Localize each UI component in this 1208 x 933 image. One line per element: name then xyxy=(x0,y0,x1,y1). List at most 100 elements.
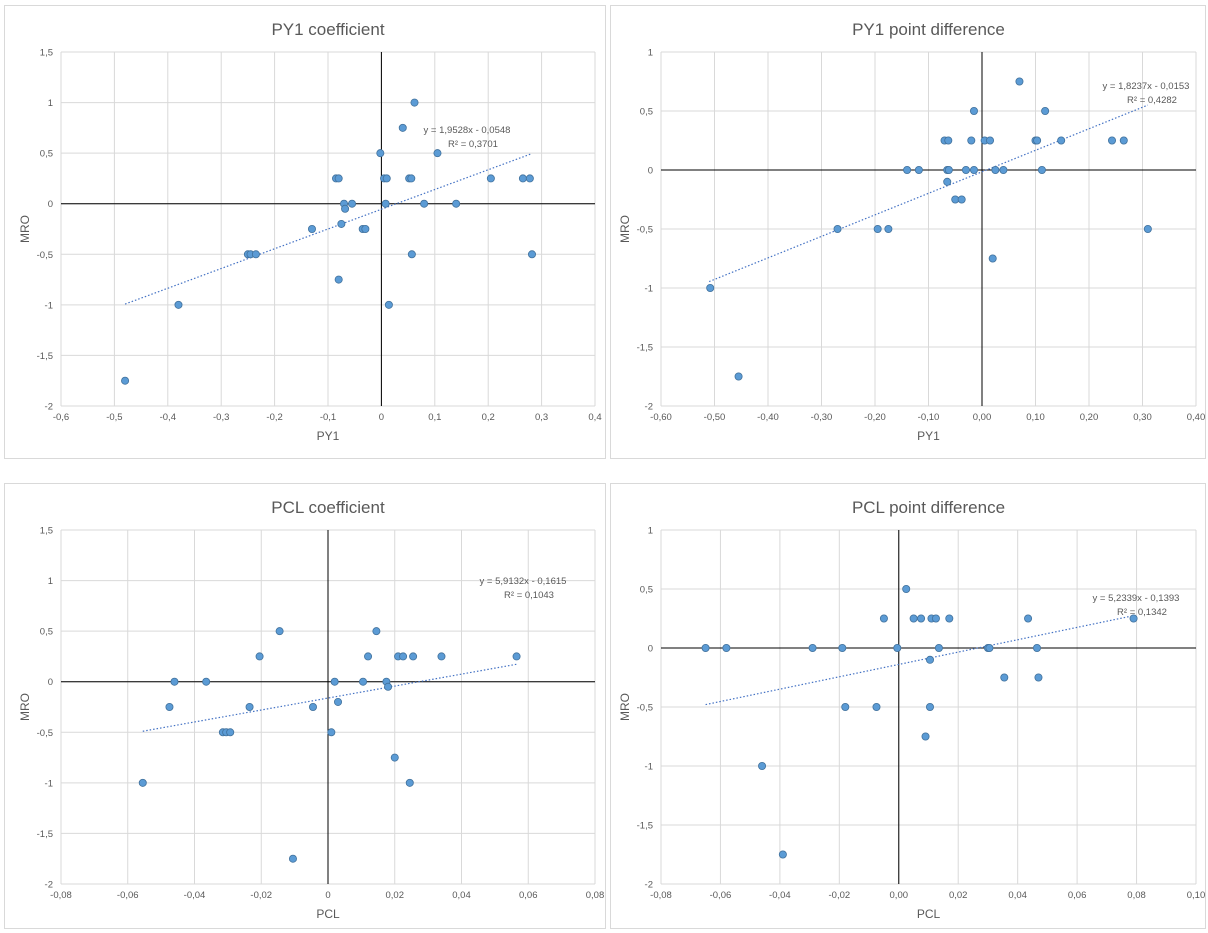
data-point xyxy=(1032,643,1041,652)
x-tick-label: -0,20 xyxy=(864,412,886,423)
data-point xyxy=(334,697,343,706)
data-point xyxy=(307,224,316,233)
x-tick-label: 0 xyxy=(325,890,330,901)
data-point xyxy=(1119,136,1128,145)
y-tick-label: 0 xyxy=(648,644,653,655)
y-tick-label: 1 xyxy=(648,526,653,537)
x-tick-label: 0,1 xyxy=(428,412,441,423)
data-point xyxy=(969,165,978,174)
x-tick-label: 0,04 xyxy=(1008,890,1027,901)
x-tick-label: 0,04 xyxy=(452,890,471,901)
data-point xyxy=(838,643,847,652)
data-point xyxy=(308,702,317,711)
data-point xyxy=(138,778,147,787)
chart-py1-coefficient: PY1 coefficient -0,6 -0,5 -0,4 -0,3 -0,2 -0,1 0… xyxy=(4,5,606,459)
x-tick-label: 0 xyxy=(379,412,384,423)
data-point xyxy=(969,107,978,116)
x-axis-label: PCL xyxy=(316,907,340,921)
data-point xyxy=(288,854,297,863)
x-tick-label: -0,6 xyxy=(53,412,69,423)
data-point xyxy=(348,199,357,208)
data-point xyxy=(914,165,923,174)
x-axis-label: PCL xyxy=(917,907,941,921)
data-point xyxy=(1129,614,1138,623)
data-point xyxy=(879,614,888,623)
data-point xyxy=(245,702,254,711)
trendline-r2: R² = 0,4282 xyxy=(1127,95,1177,106)
data-point xyxy=(376,149,385,158)
y-tick-label: -0,5 xyxy=(37,728,53,739)
y-tick-label: 1 xyxy=(48,98,53,109)
trendline-r2: R² = 0,3701 xyxy=(448,139,498,150)
chart-title: PCL point difference xyxy=(852,498,1005,517)
data-point xyxy=(452,199,461,208)
x-tick-label: -0,30 xyxy=(811,412,833,423)
data-point xyxy=(808,643,817,652)
x-tick-label: -0,06 xyxy=(710,890,732,901)
data-point xyxy=(361,224,370,233)
data-point xyxy=(909,614,918,623)
data-point xyxy=(251,250,260,259)
data-point xyxy=(931,614,940,623)
x-tick-label: -0,5 xyxy=(106,412,122,423)
data-point xyxy=(372,627,381,636)
x-tick-label: 0,00 xyxy=(973,412,992,423)
data-point xyxy=(988,254,997,263)
data-point xyxy=(486,174,495,183)
chart-pcl-point-difference: PCL point difference -0,08 -0,06 -0,04 -0,02… xyxy=(610,483,1206,929)
data-point xyxy=(382,174,391,183)
x-tick-label: 0,3 xyxy=(535,412,548,423)
chart-svg: PCL coefficient -0,08 -0,06 -0,04 -0,02 0 0,02… xyxy=(18,498,605,921)
data-point xyxy=(518,174,527,183)
data-point xyxy=(1034,673,1043,682)
data-point xyxy=(165,702,174,711)
data-point xyxy=(174,300,183,309)
trendline xyxy=(142,663,517,732)
y-tick-label: -2 xyxy=(45,880,53,891)
x-tick-label: -0,02 xyxy=(250,890,272,901)
y-tick-label: 0,5 xyxy=(40,149,53,160)
data-point xyxy=(991,165,1000,174)
data-point xyxy=(170,677,179,686)
data-point xyxy=(1108,136,1117,145)
x-tick-label: -0,50 xyxy=(704,412,726,423)
x-tick-label: 0,08 xyxy=(586,890,605,901)
trendline-equation: y = 5,2339x - 0,1393 xyxy=(1093,593,1180,604)
x-tick-label: -0,08 xyxy=(650,890,672,901)
x-tick-label: -0,1 xyxy=(320,412,336,423)
data-point xyxy=(1143,224,1152,233)
data-point xyxy=(341,204,350,213)
y-tick-label: -1,5 xyxy=(637,821,653,832)
x-tick-label: -0,04 xyxy=(184,890,206,901)
data-point xyxy=(330,677,339,686)
data-point xyxy=(944,136,953,145)
data-point xyxy=(121,376,130,385)
y-tick-label: 0 xyxy=(648,166,653,177)
data-point xyxy=(1015,77,1024,86)
data-point xyxy=(833,224,842,233)
data-point xyxy=(944,165,953,174)
data-point xyxy=(841,702,850,711)
chart-title: PY1 coefficient xyxy=(271,20,384,39)
chart-svg: PY1 coefficient -0,6 -0,5 -0,4 -0,3 -0,2 -0,1 0… xyxy=(18,20,602,443)
data-point xyxy=(985,643,994,652)
data-point xyxy=(437,652,446,661)
trendline-equation: y = 1,8237x - 0,0153 xyxy=(1103,81,1190,92)
x-tick-label: 0,10 xyxy=(1026,412,1045,423)
data-point xyxy=(364,652,373,661)
data-point xyxy=(525,174,534,183)
data-point xyxy=(334,275,343,284)
data-point xyxy=(925,702,934,711)
trendline-equation: y = 5,9132x - 0,1615 xyxy=(480,576,567,587)
data-point xyxy=(334,174,343,183)
data-point xyxy=(884,224,893,233)
chart-title: PCL coefficient xyxy=(271,498,385,517)
data-point xyxy=(706,283,715,292)
data-point xyxy=(381,199,390,208)
x-tick-label: 0,4 xyxy=(588,412,601,423)
data-point xyxy=(873,224,882,233)
x-tick-label: 0,20 xyxy=(1080,412,1099,423)
data-point xyxy=(384,300,393,309)
y-tick-label: -1 xyxy=(45,300,53,311)
x-tick-label: 0,08 xyxy=(1127,890,1146,901)
